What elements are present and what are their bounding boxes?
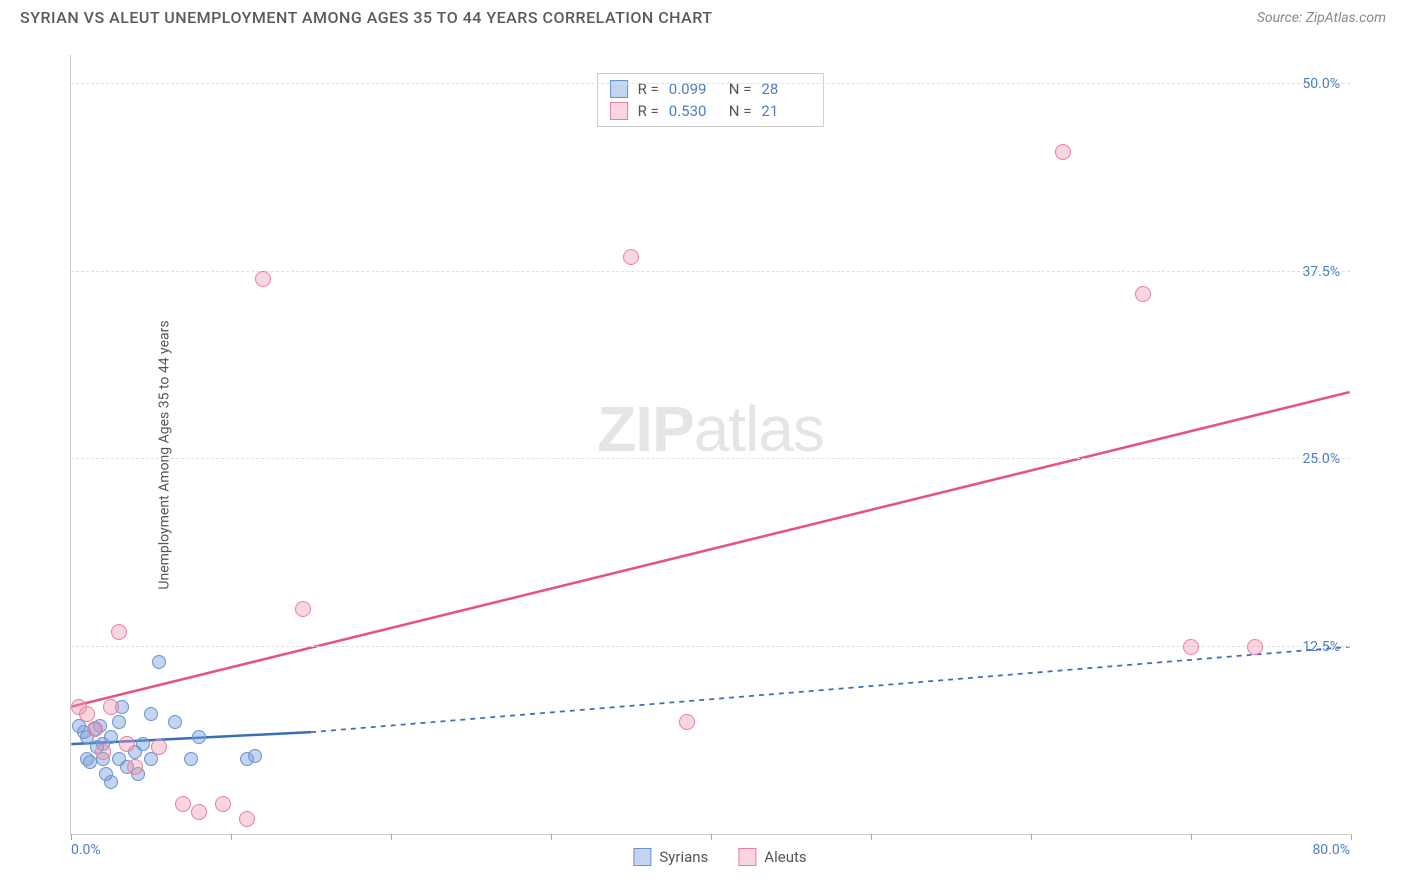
y-tick-label: 25.0% (1302, 451, 1340, 467)
chart-container: Unemployment Among Ages 35 to 44 years Z… (50, 40, 1390, 870)
legend-swatch-aleuts (738, 848, 756, 866)
scatter-point (152, 655, 166, 669)
scatter-point (679, 714, 695, 730)
trend-lines-svg (71, 55, 1350, 834)
scatter-point (255, 271, 271, 287)
x-tick (1351, 834, 1352, 840)
y-tick-label: 50.0% (1302, 76, 1340, 92)
scatter-point (144, 707, 158, 721)
x-tick (711, 834, 712, 840)
scatter-point (99, 767, 113, 781)
n-label: N = (729, 102, 752, 120)
scatter-point (112, 715, 126, 729)
scatter-point (103, 699, 119, 715)
x-tick (551, 834, 552, 840)
x-tick (871, 834, 872, 840)
scatter-point (239, 811, 255, 827)
n-value-aleuts: 21 (761, 102, 811, 120)
scatter-point (151, 739, 167, 755)
legend-label-syrians: Syrians (659, 848, 708, 866)
x-tick-label-end: 80.0% (1312, 842, 1350, 858)
scatter-point (119, 736, 135, 752)
x-tick (391, 834, 392, 840)
scatter-point (1055, 144, 1071, 160)
scatter-point (192, 730, 206, 744)
scatter-point (175, 796, 191, 812)
gridline (71, 646, 1350, 647)
legend-item-syrians: Syrians (633, 848, 708, 866)
stats-row-aleuts: R = 0.530 N = 21 (610, 100, 812, 122)
scatter-point (215, 796, 231, 812)
gridline (71, 458, 1350, 459)
x-tick-label-start: 0.0% (71, 842, 101, 858)
scatter-point (79, 706, 95, 722)
scatter-point (1247, 639, 1263, 655)
legend-swatch-syrians (633, 848, 651, 866)
stats-swatch-aleuts (610, 102, 628, 120)
legend-item-aleuts: Aleuts (738, 848, 806, 866)
r-label: R = (638, 102, 659, 120)
chart-title: SYRIAN VS ALEUT UNEMPLOYMENT AMONG AGES … (20, 8, 713, 27)
y-tick-label: 37.5% (1302, 264, 1340, 280)
scatter-point (87, 721, 103, 737)
x-tick (1191, 834, 1192, 840)
x-tick (1031, 834, 1032, 840)
scatter-point (136, 737, 150, 751)
stats-legend-box: R = 0.099 N = 28 R = 0.530 N = 21 (597, 73, 825, 127)
scatter-point (295, 601, 311, 617)
scatter-point (191, 804, 207, 820)
scatter-point (111, 624, 127, 640)
trend-line-solid (71, 392, 1349, 707)
x-tick (231, 834, 232, 840)
scatter-point (623, 249, 639, 265)
bottom-legend: Syrians Aleuts (633, 848, 806, 866)
scatter-point (95, 744, 111, 760)
scatter-point (168, 715, 182, 729)
x-tick (71, 834, 72, 840)
y-tick-label: 12.5% (1302, 639, 1340, 655)
legend-label-aleuts: Aleuts (764, 848, 806, 866)
source-attribution: Source: ZipAtlas.com (1257, 10, 1386, 26)
gridline (71, 83, 1350, 84)
scatter-point (1135, 286, 1151, 302)
stats-row-syrians: R = 0.099 N = 28 (610, 78, 812, 100)
scatter-point (248, 749, 262, 763)
watermark-text: ZIPatlas (597, 392, 824, 466)
scatter-point (127, 759, 143, 775)
scatter-point (104, 730, 118, 744)
plot-area: ZIPatlas R = 0.099 N = 28 R = 0.530 N = … (70, 55, 1350, 835)
scatter-point (184, 752, 198, 766)
r-value-aleuts: 0.530 (669, 102, 719, 120)
trend-line-dashed (311, 647, 1350, 732)
scatter-point (83, 755, 97, 769)
scatter-point (1183, 639, 1199, 655)
